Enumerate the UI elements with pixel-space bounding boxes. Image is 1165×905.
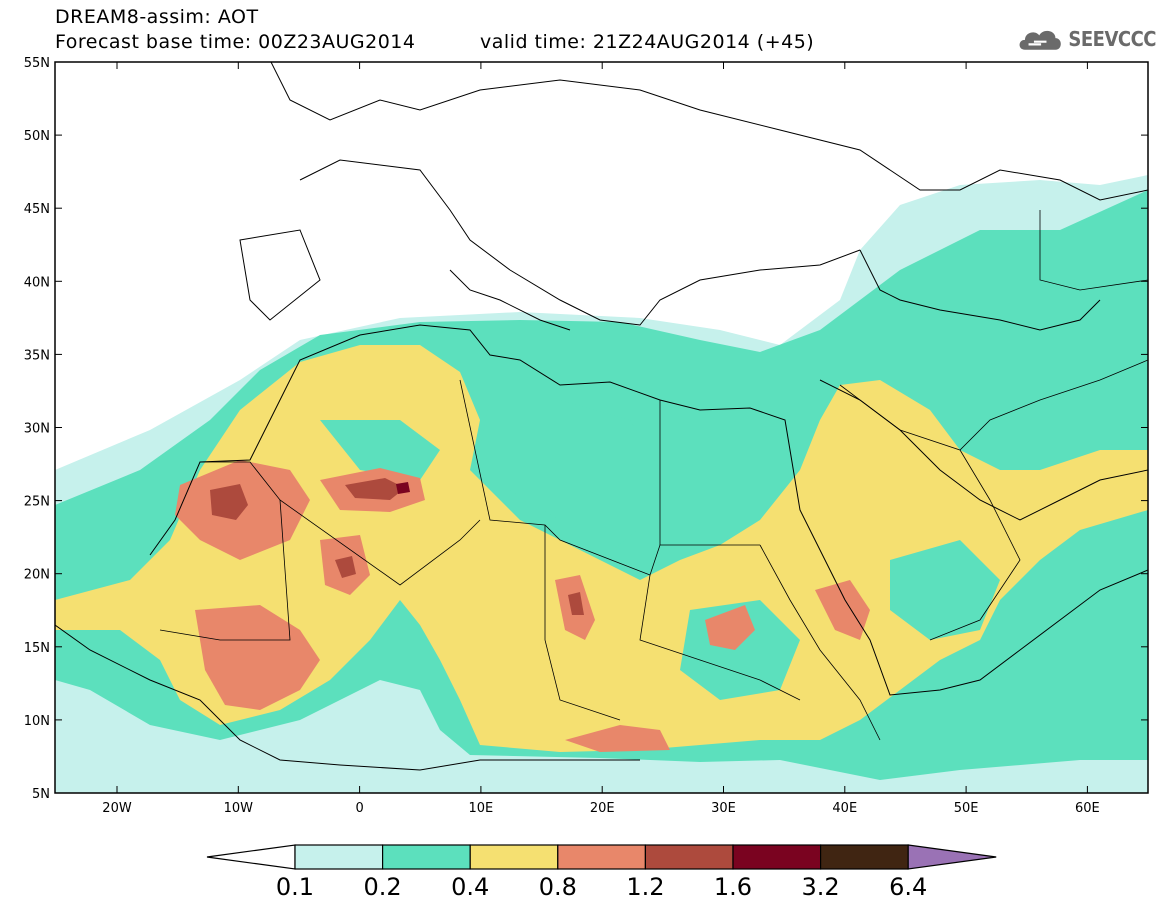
colorbar-swatch [294, 844, 384, 870]
aot-band-08-mali [195, 605, 320, 710]
aot-patch-teal-3 [890, 540, 1000, 640]
aot-band-04 [55, 345, 1148, 752]
colorbar-label: 0.8 [539, 873, 577, 901]
colorbar-label: 1.6 [714, 873, 752, 901]
latitude-axis: 55N 50N 45N 40N 35N 30N 25N 20N 15N 10N 5N [24, 56, 1148, 802]
aot-field [55, 175, 1148, 793]
lat-label: 45N [24, 202, 50, 217]
valid-time: valid time: 21Z24AUG2014 (+45) [480, 31, 815, 53]
colorbar-swatch [557, 844, 646, 870]
lon-label: 20E [590, 801, 615, 816]
forecast-base-time: Forecast base time: 00Z23AUG2014 [55, 31, 416, 53]
lat-label: 10N [24, 714, 50, 729]
lon-label: 10E [469, 801, 494, 816]
aot-band-12-chad [568, 592, 584, 615]
lat-label: 40N [24, 275, 50, 290]
colorbar-swatch [469, 844, 559, 870]
lon-label: 20W [102, 801, 132, 816]
lon-label: 50E [954, 801, 979, 816]
colorbar-swatch [732, 844, 822, 870]
colorbar-label: 1.2 [626, 873, 664, 901]
aot-band-08-eth [815, 580, 870, 640]
colorbar-swatch [382, 844, 471, 870]
colorbar-label: 6.4 [889, 873, 927, 901]
logo-text: SEEVCCC [1068, 27, 1156, 51]
lat-label: 35N [24, 348, 50, 363]
seevccc-logo: SEEVCCC [1016, 22, 1156, 56]
lat-label: 30N [24, 422, 50, 437]
lat-label: 50N [24, 129, 50, 144]
lat-label: 55N [24, 56, 50, 71]
colorbar-swatch [644, 844, 734, 870]
colorbar-label: 0.1 [276, 873, 314, 901]
colorbar-label: 0.2 [364, 873, 402, 901]
aot-band-12-west [210, 484, 248, 520]
aot-patch-teal-4 [320, 420, 440, 480]
lat-label: 20N [24, 568, 50, 583]
aot-band-08-car [565, 725, 670, 752]
colorbar-label: 3.2 [802, 873, 840, 901]
map-title: DREAM8-assim: AOT [55, 6, 259, 28]
aot-band-12-north [345, 478, 405, 500]
colorbar-left-arrow [206, 844, 296, 870]
lon-label: 0 [355, 801, 363, 816]
colorbar-right-arrow [907, 844, 997, 870]
lat-label: 25N [24, 495, 50, 510]
cloud-icon [1019, 30, 1061, 50]
lat-label: 5N [32, 787, 50, 802]
country-borders [159, 210, 1148, 741]
aot-band-16-peak [396, 482, 410, 494]
lon-label: 40E [832, 801, 857, 816]
lon-label: 10W [224, 801, 254, 816]
lon-label: 30E [711, 801, 736, 816]
colorbar-swatch [819, 844, 909, 870]
coastlines [55, 62, 1148, 771]
colorbar-label: 0.4 [451, 873, 489, 901]
lat-label: 15N [24, 641, 50, 656]
colorbar: 0.1 0.2 0.4 0.8 1.2 1.6 3.2 6.4 [206, 844, 997, 901]
longitude-axis: 20W 10W 0 10E 20E 30E 40E 50E 60E [102, 62, 1100, 816]
aot-band-08-sudan [705, 605, 755, 650]
lon-label: 60E [1075, 801, 1100, 816]
aot-band-12-niger [335, 556, 356, 578]
aot-patch-teal-1 [480, 400, 660, 560]
